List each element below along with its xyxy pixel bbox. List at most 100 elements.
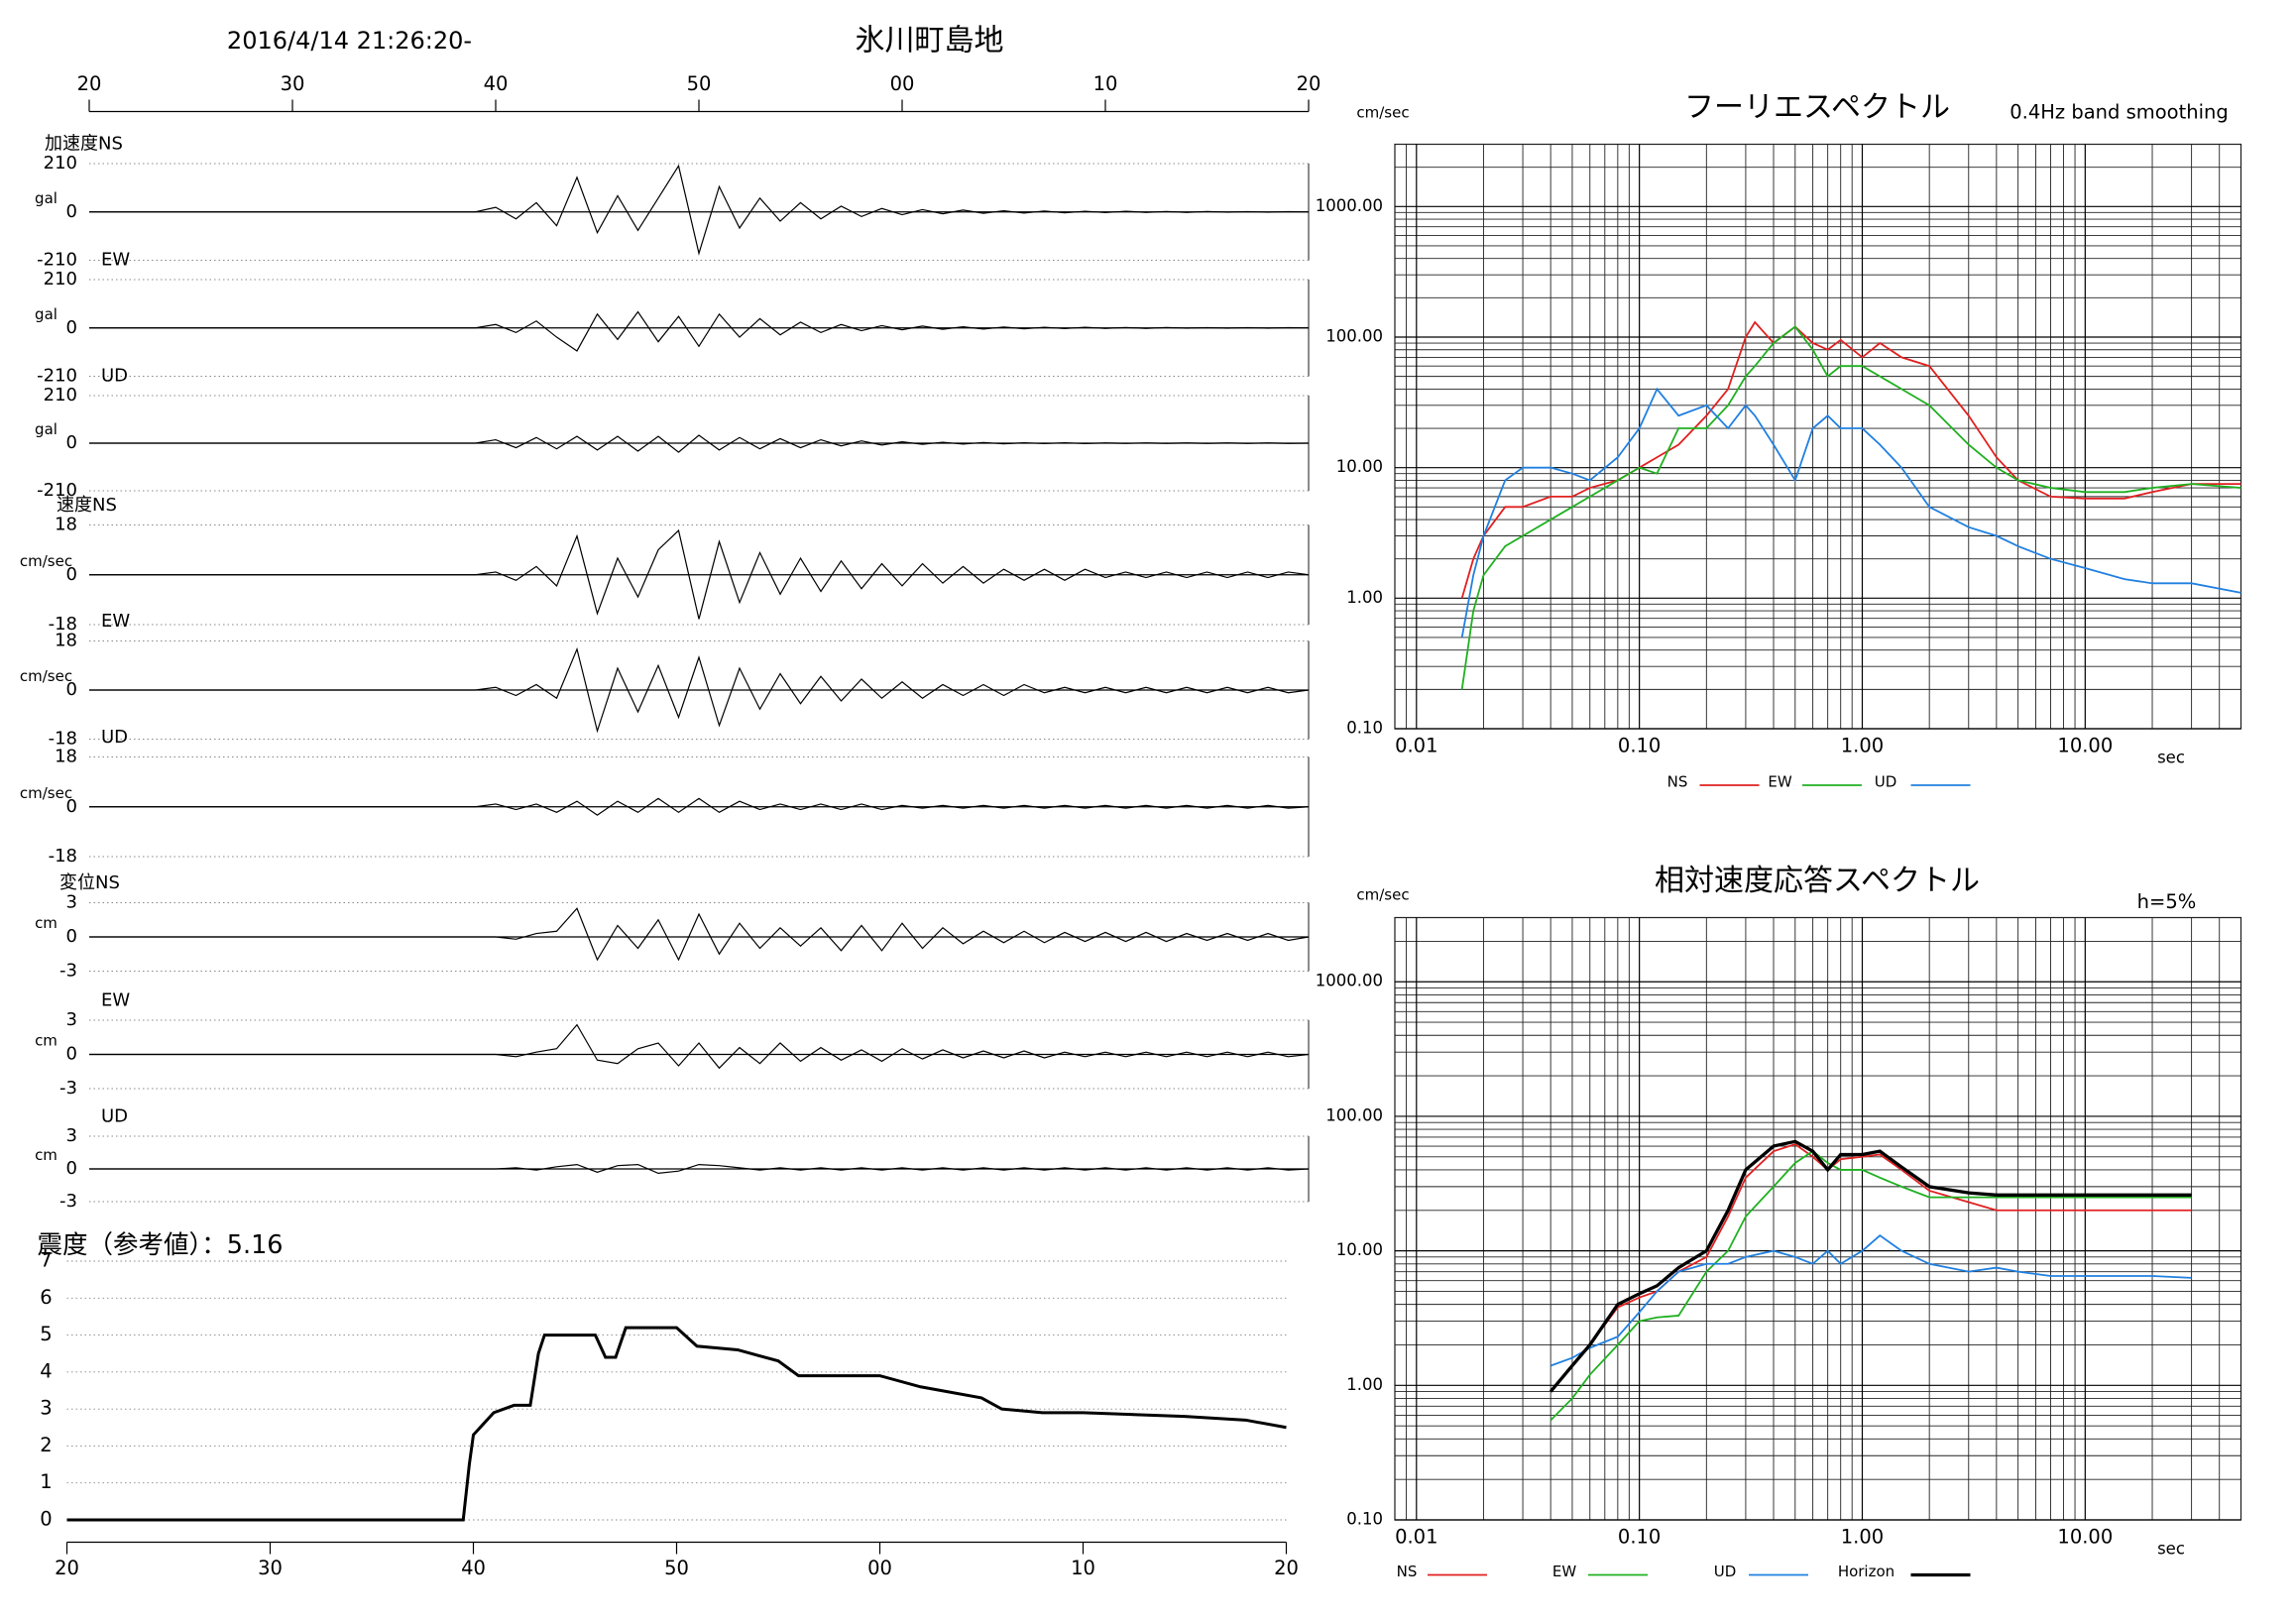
y-tick-label: 10.00 — [1336, 1240, 1383, 1259]
y-tick-label: 0 — [66, 317, 77, 338]
y-tick-label: 0 — [66, 564, 77, 585]
y-axis-label: cm/sec — [1356, 104, 1409, 122]
y-tick-label: 0 — [66, 432, 77, 453]
damping-annotation: h=5% — [2137, 890, 2197, 913]
y-tick-label: 100.00 — [1325, 1105, 1383, 1124]
x-tick-label: 40 — [484, 72, 509, 95]
y-tick-label: 18 — [55, 631, 77, 651]
y-tick-label: 2 — [40, 1434, 52, 1456]
unit-label: gal — [35, 189, 57, 207]
unit-label: cm/sec — [20, 552, 72, 570]
waveform — [89, 434, 1310, 453]
x-tick-label: 10.00 — [2057, 735, 2113, 757]
panel-label: 変位NS — [59, 872, 120, 893]
y-tick-label: -210 — [37, 480, 77, 501]
legend-label: EW — [1768, 773, 1791, 791]
y-tick-label: 0.10 — [1346, 719, 1383, 738]
y-tick-label: -18 — [49, 614, 77, 635]
series-line — [1460, 387, 2241, 638]
panel-label: EW — [101, 990, 130, 1011]
waveform — [89, 1023, 1310, 1070]
y-tick-label: 1.00 — [1346, 588, 1383, 607]
legend-label: NS — [1667, 773, 1688, 791]
waveform — [89, 310, 1310, 352]
legend-label: UD — [1875, 773, 1897, 791]
x-tick-label: 20 — [77, 72, 102, 95]
y-axis-label: cm/sec — [1356, 886, 1409, 904]
unit-label: cm — [35, 914, 57, 932]
y-tick-label: 0.10 — [1346, 1510, 1383, 1529]
y-tick-label: 3 — [40, 1397, 52, 1420]
x-tick-label: 0.10 — [1618, 1526, 1661, 1549]
y-tick-label: 210 — [44, 269, 77, 290]
waveform — [89, 907, 1310, 962]
y-tick-label: 0 — [66, 926, 77, 947]
y-tick-label: -210 — [37, 250, 77, 271]
x-axis-label: sec — [2157, 749, 2185, 767]
legend-label: UD — [1714, 1563, 1737, 1580]
x-tick-label: 10 — [1071, 1557, 1095, 1579]
x-tick-label: 50 — [687, 72, 712, 95]
series-line — [1460, 325, 2241, 690]
plot-frame — [1394, 916, 2242, 1521]
y-tick-label: 7 — [40, 1249, 52, 1272]
panel-label: EW — [101, 611, 130, 632]
waveform — [89, 797, 1310, 816]
y-tick-label: -18 — [49, 846, 77, 867]
y-tick-label: -3 — [59, 961, 77, 982]
panel-label: EW — [101, 250, 130, 271]
x-tick-label: 20 — [1297, 72, 1321, 95]
x-tick-label: 1.00 — [1841, 735, 1884, 757]
y-tick-label: 5 — [40, 1323, 52, 1345]
fourier-subtitle: 0.4Hz band smoothing — [2009, 101, 2229, 124]
unit-label: cm — [35, 1032, 57, 1050]
x-tick-label: 20 — [1274, 1557, 1299, 1579]
y-tick-label: 1000.00 — [1316, 196, 1383, 215]
y-tick-label: 1 — [40, 1470, 52, 1493]
waveform — [89, 164, 1310, 256]
intensity-line — [66, 1326, 1287, 1522]
y-tick-label: 0 — [66, 679, 77, 700]
y-tick-label: 6 — [40, 1286, 52, 1309]
y-tick-label: 18 — [55, 515, 77, 535]
y-tick-label: 210 — [44, 385, 77, 406]
panel-label: UD — [101, 1106, 128, 1127]
x-tick-label: 0.10 — [1618, 735, 1661, 757]
x-tick-label: 00 — [867, 1557, 892, 1579]
x-tick-label: 30 — [258, 1557, 283, 1579]
x-tick-label: 50 — [664, 1557, 689, 1579]
x-tick-label: 20 — [55, 1557, 79, 1579]
fourier-title: フーリエスペクトル — [1684, 90, 1950, 125]
y-tick-label: -3 — [59, 1078, 77, 1099]
y-tick-label: 3 — [66, 892, 77, 913]
y-tick-label: 0 — [66, 1044, 77, 1065]
x-tick-label: 40 — [461, 1557, 486, 1579]
y-tick-label: 0 — [66, 796, 77, 817]
legend-label: NS — [1397, 1563, 1418, 1580]
unit-label: cm/sec — [20, 784, 72, 802]
x-axis-label: sec — [2157, 1540, 2185, 1559]
panel-label: 加速度NS — [45, 134, 123, 155]
series-line — [1550, 1234, 2192, 1367]
series-line — [1460, 320, 2241, 599]
x-tick-label: 10.00 — [2057, 1526, 2113, 1549]
legend-label: Horizon — [1838, 1563, 1894, 1580]
record-time: 2016/4/14 21:26:20- — [227, 27, 472, 55]
series-line — [1549, 1139, 2192, 1393]
y-tick-label: 0 — [66, 1158, 77, 1179]
panel-label: UD — [101, 727, 128, 748]
plot-frame — [1394, 143, 2242, 730]
intensity-title: 震度（参考値）：5.16 — [38, 1230, 284, 1260]
y-tick-label: 100.00 — [1325, 326, 1383, 345]
y-tick-label: 0 — [66, 201, 77, 222]
x-tick-label: 00 — [890, 72, 915, 95]
panel-label: 速度NS — [57, 495, 117, 516]
panel-label: UD — [101, 366, 128, 387]
waveform — [89, 646, 1310, 734]
y-tick-label: 3 — [66, 1125, 77, 1146]
x-tick-label: 10 — [1093, 72, 1118, 95]
unit-label: cm/sec — [20, 667, 72, 685]
y-tick-label: 1.00 — [1346, 1375, 1383, 1394]
